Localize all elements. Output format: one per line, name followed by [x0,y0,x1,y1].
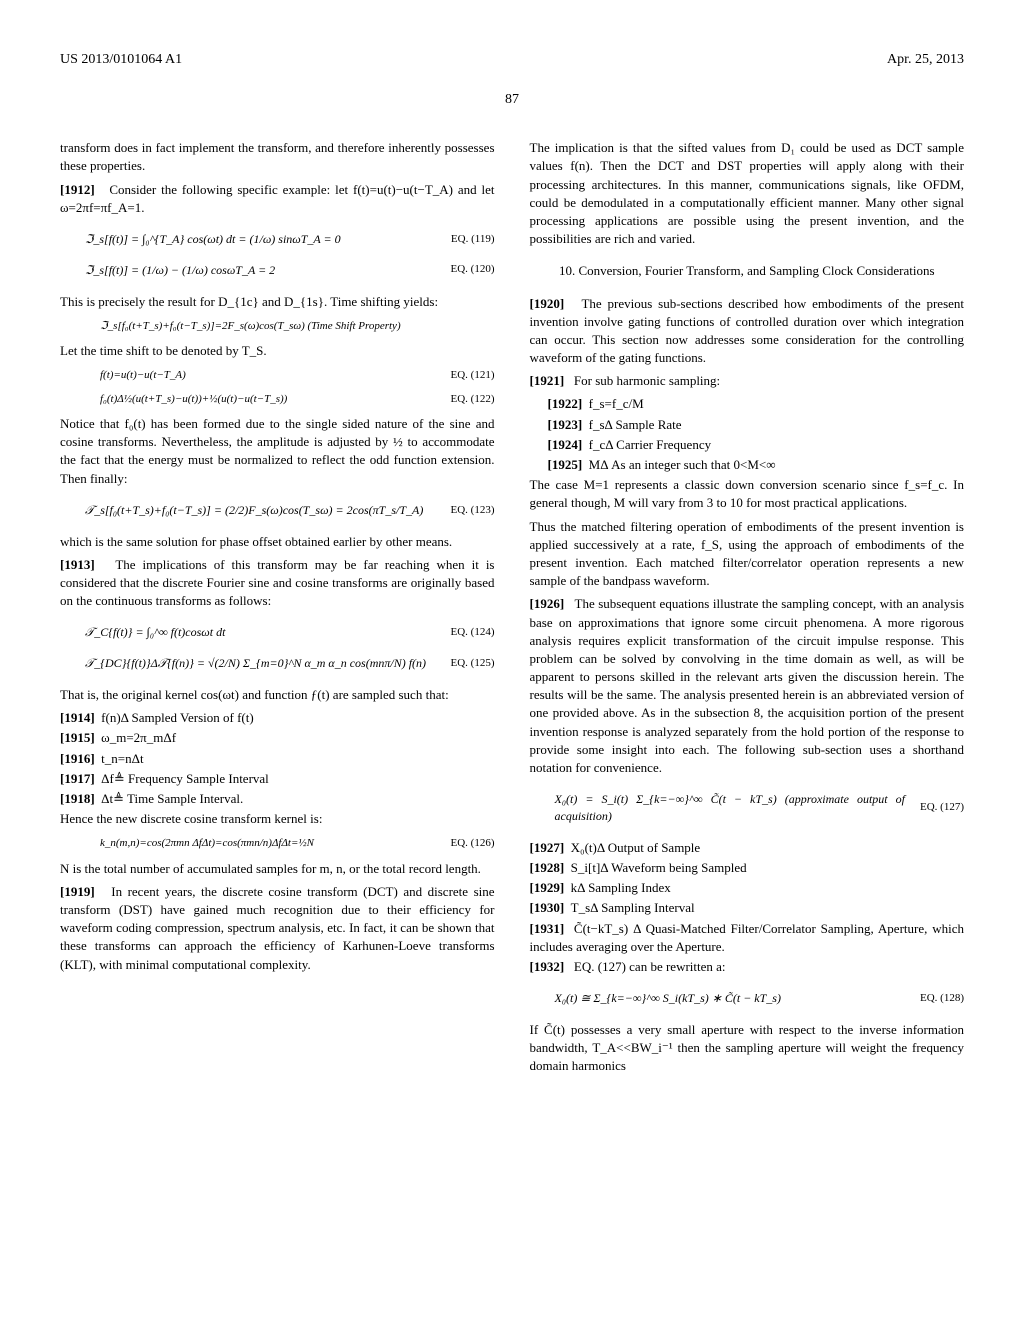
equation-timeshift: ℑ_s[f₀(t+T_s)+f₀(t−T_s)]=2F_s(ω)cos(T_sω… [100,319,495,334]
equation-127: X₀(t) = S_i(t) Σ_{k=−∞}^∞ C̃(t − kT_s) (… [555,791,965,825]
paragraph: [1912] Consider the following specific e… [60,181,495,217]
paragraph: [1920] The previous sub-sections describ… [530,295,965,368]
para-number: [1919] [60,884,95,899]
para-text: The subsequent equations illustrate the … [530,596,965,775]
definition-list: [1914] f(n)Δ Sampled Version of f(t) [19… [60,709,495,808]
paragraph: [1919] In recent years, the discrete cos… [60,883,495,974]
equation-125: 𝒯_{DC}{f(t)}Δ𝒯{f(n)} = √(2/N) Σ_{m=0}^N … [85,655,495,672]
para-text: For sub harmonic sampling: [574,373,720,388]
para-number: [1920] [530,296,565,311]
paragraph: The case M=1 represents a classic down c… [530,476,965,512]
para-text: In recent years, the discrete cosine tra… [60,884,495,972]
paragraph: [1913] The implications of this transfor… [60,556,495,611]
paragraph: Notice that f₀(t) has been formed due to… [60,415,495,488]
para-text: EQ. (127) can be rewritten a: [574,959,726,974]
paragraph: [1926] The subsequent equations illustra… [530,595,965,777]
paragraph: Hence the new discrete cosine transform … [60,810,495,828]
para-text: The previous sub-sections described how … [530,296,965,366]
section-heading: 10. Conversion, Fourier Transform, and S… [530,262,965,280]
equation-121: f(t)=u(t)−u(t−T_A) EQ. (121) [100,368,495,383]
equation-124: 𝒯_C{f(t)} = ∫₀^∞ f(t)cosωt dt EQ. (124) [85,624,495,641]
definition-list: [1922] f_s=f_c/M [1923] f_sΔ Sample Rate… [548,395,965,474]
equation-126: k_n(m,n)=cos(2πmn ΔfΔt)=cos(πmn/n)ΔfΔt=½… [100,836,495,851]
paragraph: Thus the matched filtering operation of … [530,518,965,591]
para-number: [1921] [530,373,565,388]
equation-120: ℑ_s[f(t)] = (1/ω) − (1/ω) cosωT_A = 2 EQ… [85,262,495,279]
page-number: 87 [60,90,964,110]
para-number: [1926] [530,596,565,611]
equation-122: f₀(t)Δ½(u(t+T_s)−u(t))+½(u(t)−u(t−T_s)) … [100,392,495,407]
paragraph: [1921] For sub harmonic sampling: [530,372,965,390]
paragraph: transform does in fact implement the tra… [60,139,495,175]
para-text: Consider the following specific example:… [60,182,495,215]
paragraph: N is the total number of accumulated sam… [60,860,495,878]
paragraph: [1932] EQ. (127) can be rewritten a: [530,958,965,976]
para-text: The implications of this transform may b… [60,557,495,608]
paragraph: The implication is that the sifted value… [530,139,965,248]
publication-date: Apr. 25, 2013 [887,50,964,70]
two-column-layout: transform does in fact implement the tra… [60,139,964,1080]
paragraph: If C̃(t) possesses a very small aperture… [530,1021,965,1076]
paragraph: Let the time shift to be denoted by T_S. [60,342,495,360]
left-column: transform does in fact implement the tra… [60,139,495,1080]
publication-number: US 2013/0101064 A1 [60,50,182,70]
paragraph: That is, the original kernel cos(ωt) and… [60,686,495,704]
para-number: [1912] [60,182,95,197]
para-number: [1932] [530,959,565,974]
equation-128: X₀(t) ≅ Σ_{k=−∞}^∞ S_i(kT_s) ∗ C̃(t − kT… [555,990,965,1007]
paragraph: This is precisely the result for D_{1c} … [60,293,495,311]
equation-123: 𝒯_s[f₀(t+T_s)+f₀(t−T_s)] = (2/2)F_s(ω)co… [85,502,495,519]
right-column: The implication is that the sifted value… [530,139,965,1080]
paragraph: which is the same solution for phase off… [60,533,495,551]
definition-list: [1927] X₀(t)Δ Output of Sample [1928] S_… [530,839,965,956]
para-number: [1913] [60,557,95,572]
equation-119: ℑ_s[f(t)] = ∫₀^{T_A} cos(ωt) dt = (1/ω) … [85,231,495,248]
page-header: US 2013/0101064 A1 Apr. 25, 2013 [60,50,964,70]
